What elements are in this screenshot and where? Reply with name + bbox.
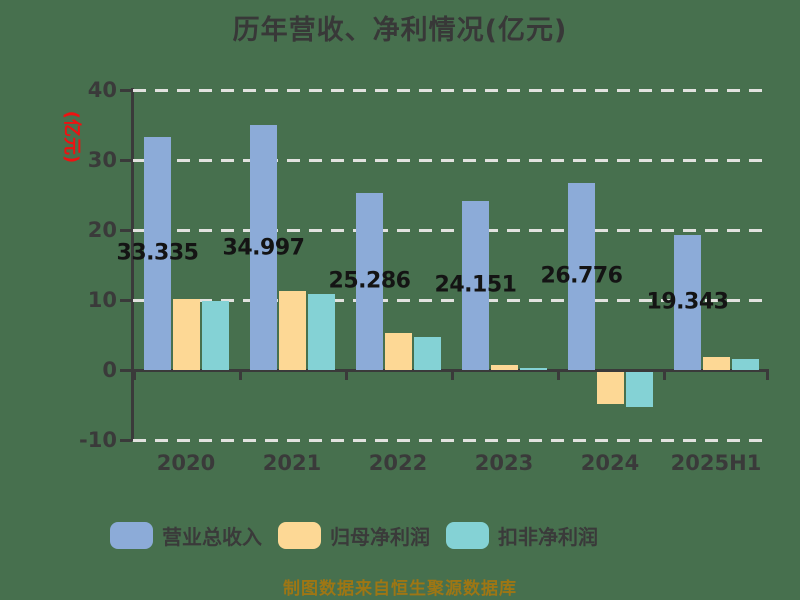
x-tick-label-2025H1: 2025H1	[670, 451, 762, 475]
bar-扣非净利润-2025H1	[732, 358, 759, 370]
y-tick-label-30: 30	[87, 148, 117, 172]
legend-swatch-non-gaap-profit	[446, 522, 489, 549]
legend-label-non-gaap-profit: 扣非净利润	[498, 525, 598, 549]
bar-归母净利润-2025H1	[703, 356, 730, 370]
bar-营业总收入-2025H1	[674, 234, 701, 370]
bar-归母净利润-2024	[597, 372, 624, 405]
x-tick-mark-3	[451, 370, 454, 380]
data-source-note: 制图数据来自恒生聚源数据库	[283, 579, 517, 599]
y-tick-mark-10	[120, 299, 132, 302]
legend-item-net-profit: 归母净利润	[278, 521, 430, 550]
chart-title: 历年营收、净利情况(亿元)	[232, 15, 568, 46]
legend-item-revenue: 营业总收入	[110, 521, 262, 550]
bar-扣非净利润-2024	[626, 372, 653, 407]
gridline--10	[133, 439, 769, 442]
bar-营业总收入-2022	[356, 192, 383, 370]
bar-扣非净利润-2021	[308, 294, 335, 370]
y-tick-mark-40	[120, 89, 132, 92]
bar-扣非净利润-2022	[414, 337, 441, 370]
bar-营业总收入-2020	[144, 136, 171, 370]
x-tick-label-2022: 2022	[368, 451, 428, 475]
x-tick-mark-1	[239, 370, 242, 380]
y-tick-label-0: 0	[102, 358, 117, 382]
x-tick-mark-4	[557, 370, 560, 380]
y-axis-line	[131, 88, 134, 441]
value-label-2024: 26.776	[540, 263, 623, 289]
plot-area: 33.335 34.997 25.286 24.151 26.776 19.343	[117, 89, 769, 442]
x-tick-mark-2	[345, 370, 348, 380]
x-tick-label-2024: 2024	[580, 451, 640, 475]
x-tick-label-2021: 2021	[262, 451, 322, 475]
legend-label-net-profit: 归母净利润	[330, 525, 430, 549]
x-tick-mark-5	[663, 370, 666, 380]
legend-swatch-net-profit	[278, 522, 321, 549]
value-label-2023: 24.151	[434, 272, 517, 298]
legend-label-revenue: 营业总收入	[162, 525, 262, 549]
gridline-40	[133, 89, 769, 92]
x-tick-label-2020: 2020	[156, 451, 216, 475]
bar-扣非净利润-2023	[520, 367, 547, 370]
x-tick-mark-6	[766, 370, 769, 380]
gridline-10	[133, 299, 769, 302]
bar-归母净利润-2021	[279, 290, 306, 370]
y-tick-mark-0	[120, 369, 132, 372]
y-tick-mark-30	[120, 159, 132, 162]
y-tick-label--10: -10	[79, 428, 117, 452]
value-label-2020: 33.335	[116, 240, 199, 266]
y-tick-label-10: 10	[87, 288, 117, 312]
bar-归母净利润-2023	[491, 365, 518, 370]
gridline-30	[133, 159, 769, 162]
x-tick-label-2023: 2023	[474, 451, 534, 475]
value-label-2022: 25.286	[328, 268, 411, 294]
bar-扣非净利润-2020	[202, 301, 229, 370]
y-tick-mark--10	[120, 439, 132, 442]
y-tick-label-20: 20	[87, 218, 117, 242]
x-tick-mark-0	[133, 370, 136, 380]
bar-营业总收入-2021	[250, 125, 277, 370]
legend-swatch-revenue	[110, 522, 153, 549]
value-label-2021: 34.997	[222, 235, 305, 260]
bar-营业总收入-2023	[462, 200, 489, 370]
y-tick-mark-20	[120, 229, 132, 232]
value-label-2025H1: 19.343	[646, 289, 729, 315]
y-tick-label-40: 40	[87, 78, 117, 102]
legend: 营业总收入 归母净利润 扣非净利润	[110, 521, 598, 550]
bar-营业总收入-2024	[568, 182, 595, 370]
bar-归母净利润-2022	[385, 332, 412, 370]
bar-归母净利润-2020	[173, 298, 200, 370]
legend-item-non-gaap-profit: 扣非净利润	[446, 521, 598, 550]
gridline-20	[133, 229, 769, 232]
